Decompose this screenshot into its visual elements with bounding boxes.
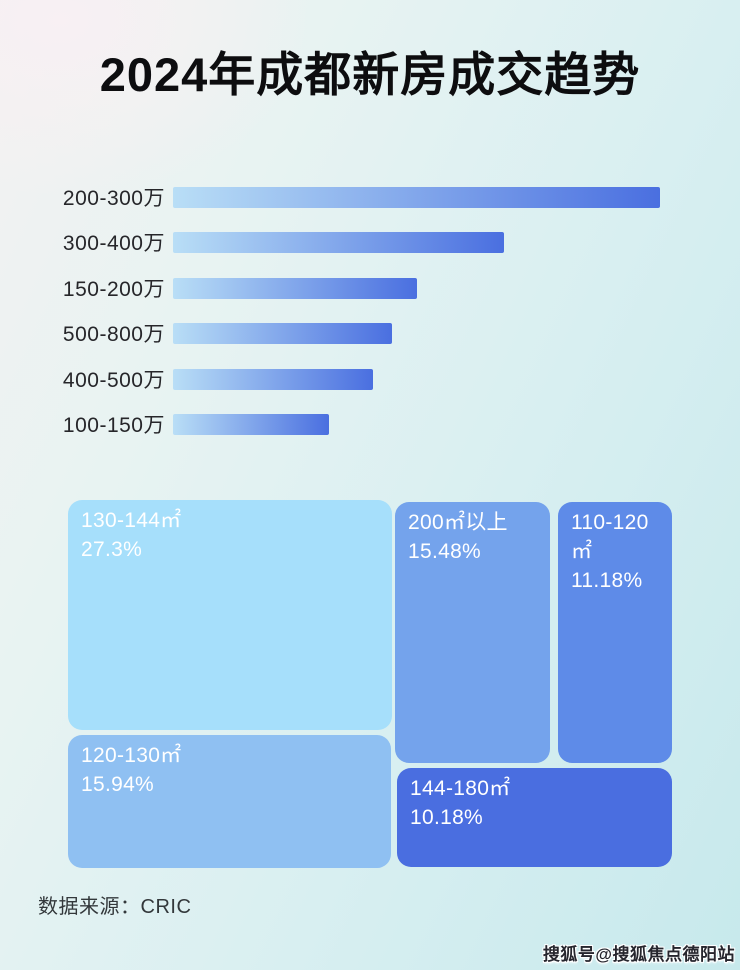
- bar-label: 150-200万: [62, 278, 165, 301]
- bar-label: 500-800万: [62, 323, 165, 346]
- treemap-tile: 120-130㎡ 15.94%: [68, 735, 391, 868]
- bar-label: 300-400万: [62, 232, 165, 255]
- tile-percent: 15.48%: [408, 539, 482, 563]
- tile-label: 130-144㎡: [81, 509, 182, 532]
- tile-percent: 15.94%: [81, 772, 155, 796]
- bar: [173, 414, 329, 435]
- treemap-tile: 144-180㎡ 10.18%: [397, 768, 672, 867]
- bar: [173, 323, 392, 344]
- treemap-tile: 110-120㎡ 11.18%: [558, 502, 672, 763]
- tile-label: 144-180㎡: [410, 777, 511, 800]
- treemap-tile: 130-144㎡ 27.3%: [68, 500, 392, 730]
- page-title: 2024年成都新房成交趋势: [99, 48, 641, 101]
- tile-percent: 27.3%: [81, 537, 143, 561]
- watermark: 搜狐号@搜狐焦点德阳站: [542, 945, 735, 964]
- bar-label: 400-500万: [62, 369, 165, 392]
- tile-percent: 11.18%: [571, 568, 643, 592]
- bar-chart-row: 100-150万: [0, 414, 740, 437]
- bar-chart-row: 300-400万: [0, 232, 740, 255]
- bar-label: 200-300万: [62, 187, 165, 210]
- bar-chart-row: 400-500万: [0, 369, 740, 392]
- tile-percent: 10.18%: [410, 805, 484, 829]
- tile-label: 110-120㎡: [571, 511, 649, 563]
- data-source-note: 数据来源：CRIC: [38, 896, 192, 918]
- bar: [173, 232, 504, 253]
- bar-label: 100-150万: [62, 414, 165, 437]
- bar: [173, 278, 417, 299]
- bar-chart-row: 150-200万: [0, 278, 740, 301]
- tile-label: 200㎡以上: [408, 511, 508, 534]
- bar: [173, 369, 373, 390]
- bar-chart-row: 500-800万: [0, 323, 740, 346]
- bar: [173, 187, 660, 208]
- treemap-tile: 200㎡以上 15.48%: [395, 502, 550, 763]
- bar-chart-row: 200-300万: [0, 187, 740, 210]
- tile-label: 120-130㎡: [81, 744, 182, 767]
